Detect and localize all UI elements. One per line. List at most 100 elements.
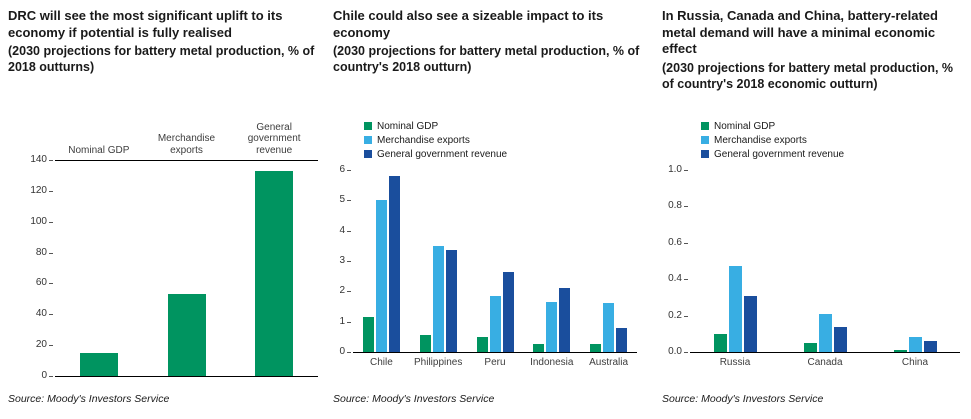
- bar-chart-drc: 0 20 40 60 80 100 120 140 Nominal GDP Merchandise…: [8, 112, 320, 381]
- x-axis-line: [690, 352, 960, 353]
- legend-label: Merchandise exports: [377, 134, 470, 146]
- bar-china-general-government-revenue: [923, 341, 937, 352]
- y-axis-label: 6: [339, 164, 345, 175]
- legend-label: Merchandise exports: [714, 134, 807, 146]
- chart-panel-drc: DRC will see the most significant uplift…: [8, 8, 326, 411]
- chart-title: DRC will see the most significant uplift…: [8, 8, 283, 40]
- category-label-china: China: [901, 357, 929, 368]
- legend-item-nominal-gdp: Nominal GDP: [701, 120, 775, 132]
- y-axis-label: 5: [339, 194, 345, 206]
- legend-swatch: [364, 150, 372, 158]
- bar-canada-general-government-revenue: [833, 326, 847, 352]
- y-axis-label: 0: [41, 370, 47, 381]
- bar-australia-general-government-revenue: [616, 327, 628, 352]
- bar-russia-general-government-revenue: [743, 295, 757, 352]
- y-axis-tick: [49, 314, 53, 316]
- category-label-indonesia: Indonesia: [530, 357, 574, 368]
- y-axis-label: 0.6: [668, 236, 682, 248]
- bar-canada-nominal-gdp: [803, 342, 817, 352]
- bar-russia-merchandise-exports: [728, 266, 742, 352]
- x-axis-line: [55, 376, 318, 377]
- y-axis-tick: [684, 279, 688, 281]
- bar-china-nominal-gdp: [893, 350, 907, 352]
- y-axis-tick: [684, 170, 688, 171]
- y-axis-tick: [684, 315, 688, 317]
- bar-chile-general-government-revenue: [388, 176, 400, 352]
- bar-indonesia-merchandise-exports: [546, 301, 558, 352]
- bar-chart-chile: 0 1 2 3 4 5 6 Chile Philippines Peru Indonesia Aust…: [333, 120, 640, 372]
- bar-indonesia-nominal-gdp: [533, 344, 545, 352]
- bar-peru-merchandise-exports: [489, 295, 501, 352]
- legend-label: Nominal GDP: [714, 120, 776, 132]
- legend-label: General government revenue: [714, 148, 845, 160]
- y-axis-label: 100: [30, 215, 47, 227]
- category-label-merchandise-exports: Merchandise exports: [157, 133, 216, 157]
- y-axis-tick: [49, 160, 53, 161]
- y-axis-label: 3: [339, 255, 345, 266]
- y-axis-label: 0.4: [668, 273, 682, 285]
- y-axis-tick: [347, 352, 351, 353]
- y-axis-label: 0.8: [668, 200, 682, 212]
- category-label-philippines: Philippines: [414, 357, 463, 368]
- bar-peru-general-government-revenue: [502, 271, 514, 352]
- legend-label: Nominal GDP: [377, 120, 439, 132]
- bar-chile-merchandise-exports: [375, 200, 387, 352]
- chart-title: Chile could also see a sizeable impact t…: [333, 8, 604, 40]
- legend-swatch: [364, 122, 372, 130]
- chart-subtitle: (2030 projections for battery metal prod…: [662, 60, 954, 91]
- plot-top-border: [55, 160, 318, 161]
- y-axis-label: 1: [339, 315, 345, 327]
- y-axis-label: 4: [339, 224, 345, 236]
- y-axis-label: 0.0: [668, 346, 682, 357]
- category-label-russia: Russia: [719, 357, 751, 368]
- y-axis-tick: [49, 376, 53, 377]
- bar-china-merchandise-exports: [908, 337, 922, 352]
- source-note: Source: Moody's Investors Service: [662, 393, 824, 405]
- source-note: Source: Moody's Investors Service: [8, 393, 170, 405]
- bar-philippines-merchandise-exports: [432, 245, 444, 352]
- category-label-chile: Chile: [370, 357, 393, 368]
- chart-subtitle: (2030 projections for battery metal prod…: [8, 44, 315, 75]
- bar-chart-russia-canada-china: 0.0 0.2 0.4 0.6 0.8 1.0 Russia Canada China Nomin…: [662, 120, 963, 372]
- category-label-canada: Canada: [807, 357, 843, 368]
- legend-swatch: [701, 150, 709, 158]
- y-axis-label: 140: [30, 154, 47, 165]
- legend-item-general-government-revenue: General government revenue: [701, 148, 844, 160]
- y-axis-label: 120: [30, 184, 47, 196]
- category-label-australia: Australia: [589, 357, 629, 368]
- bar-peru-nominal-gdp: [476, 336, 488, 352]
- y-axis-tick: [347, 291, 351, 293]
- y-axis-tick: [347, 200, 351, 202]
- legend-swatch: [701, 136, 709, 144]
- legend-label: General government revenue: [377, 148, 508, 160]
- chart-panel-chile: Chile could also see a sizeable impact t…: [333, 8, 640, 411]
- bar-russia-nominal-gdp: [713, 333, 727, 352]
- y-axis-label: 20: [35, 339, 47, 351]
- category-label-nominal-gdp: Nominal GDP: [68, 145, 130, 157]
- chart-subtitle: (2030 projections for battery metal prod…: [333, 44, 640, 75]
- y-axis-tick: [684, 206, 688, 208]
- y-axis-label: 80: [35, 246, 47, 258]
- bar-philippines-general-government-revenue: [445, 250, 457, 352]
- category-label-peru: Peru: [484, 357, 506, 368]
- bar-philippines-nominal-gdp: [419, 335, 431, 352]
- y-axis-label: 1.0: [668, 164, 682, 175]
- bar-merchandise-exports: [167, 294, 206, 376]
- y-axis-label: 2: [339, 285, 345, 297]
- y-axis-label: 0: [339, 346, 345, 357]
- bar-indonesia-general-government-revenue: [559, 288, 571, 352]
- y-axis-tick: [49, 345, 53, 347]
- chart-title: In Russia, Canada and China, battery-rel…: [662, 8, 938, 57]
- y-axis-tick: [347, 321, 351, 323]
- bar-canada-merchandise-exports: [818, 313, 832, 352]
- bar-chile-nominal-gdp: [362, 317, 374, 352]
- legend-swatch: [364, 136, 372, 144]
- y-axis-tick: [684, 352, 688, 353]
- y-axis-tick: [347, 170, 351, 171]
- bar-australia-nominal-gdp: [590, 344, 602, 352]
- legend-item-nominal-gdp: Nominal GDP: [364, 120, 438, 132]
- legend-item-general-government-revenue: General government revenue: [364, 148, 507, 160]
- chart-panel-russia-canada-china: In Russia, Canada and China, battery-rel…: [662, 8, 963, 411]
- source-note: Source: Moody's Investors Service: [333, 393, 495, 405]
